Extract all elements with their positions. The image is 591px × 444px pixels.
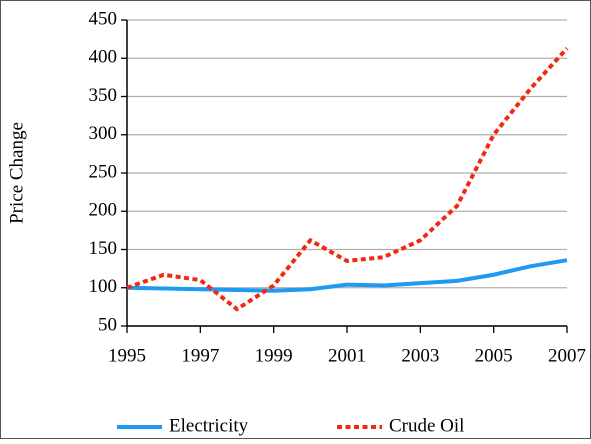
data-line: [126, 258, 568, 293]
x-tick-label: 2001: [328, 345, 366, 366]
y-tick-label: 300: [89, 123, 118, 144]
legend-label: Crude Oil: [389, 415, 464, 436]
y-tick-label: 400: [89, 47, 118, 68]
y-tick-label: 200: [89, 200, 118, 221]
x-tick-label: 1999: [255, 345, 293, 366]
y-tick-label: 150: [89, 238, 118, 259]
x-tick-label: 2003: [401, 345, 439, 366]
y-tick-label: 250: [89, 161, 118, 182]
x-tick-label: 2005: [475, 345, 513, 366]
x-tick-label: 2007: [548, 345, 586, 366]
legend-label: Electricity: [169, 415, 249, 436]
y-tick-label: 50: [98, 314, 117, 335]
y-tick-label: 450: [89, 8, 118, 29]
x-tick-label: 1995: [108, 345, 146, 366]
x-tick-label: 1997: [181, 345, 219, 366]
y-tick-label: 350: [89, 85, 118, 106]
data-line: [126, 46, 569, 312]
y-axis-label: Price Change: [6, 122, 27, 224]
y-tick-label: 100: [89, 276, 118, 297]
